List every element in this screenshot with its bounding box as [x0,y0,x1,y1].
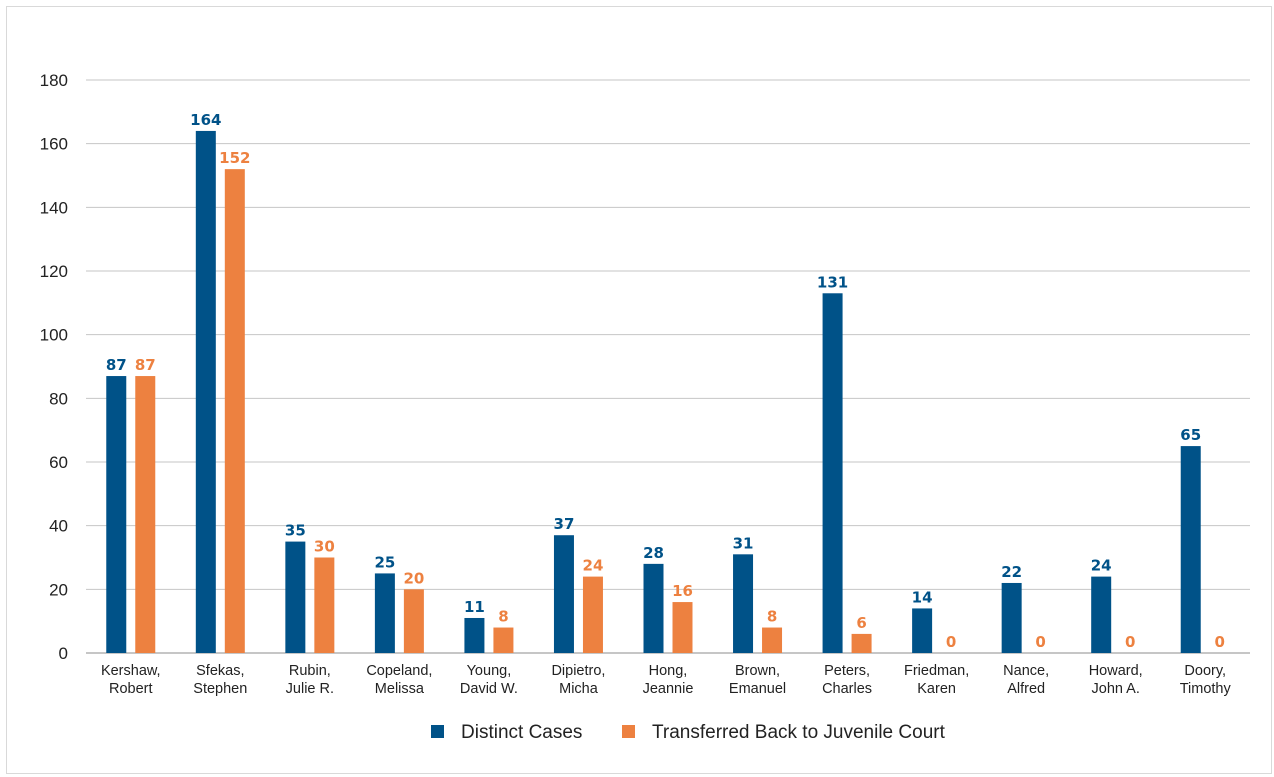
bar-distinct-cases [1001,582,1022,653]
chart-frame: 0 20 40 60 80 100 120 140 160 180 87 164 35 25 11 37 28… [6,6,1272,774]
y-tick-label: 180 [40,71,68,90]
bar-transferred [403,589,424,653]
bar-distinct-cases [374,573,395,653]
legend-swatch [431,725,444,738]
x-category-label: Sfekas, Stephen [193,663,247,697]
x-category-label: Howard, John A. [1089,663,1143,697]
x-category-label: Dipietro, Micha [551,663,605,697]
data-label: 25 [374,553,395,571]
bar-distinct-cases [822,293,843,653]
x-category-label: Young, David W. [460,663,518,697]
x-category-label: Rubin, Julie R. [286,663,334,697]
y-tick-label: 140 [40,198,68,217]
data-label: 24 [583,557,604,575]
data-label: 31 [733,534,754,552]
bar-distinct-cases [643,563,664,653]
bars [106,130,1201,653]
x-axis-categories: Kershaw, Robert Sfekas, Stephen Rubin, Julie … [101,663,1232,697]
y-tick-label: 0 [59,644,68,663]
data-label: 11 [464,598,485,616]
y-tick-label: 100 [40,326,68,345]
data-label: 131 [817,273,848,291]
y-tick-label: 80 [49,389,68,408]
legend-swatch [622,725,635,738]
y-tick-label: 120 [40,262,68,281]
data-label: 6 [856,614,866,632]
bar-transferred [135,376,156,653]
data-label: 8 [498,608,508,626]
data-label: 30 [314,538,335,556]
y-tick-label: 20 [49,580,68,599]
data-labels: 87 164 35 25 11 37 28 31 131 14 22 24 65 87 152 30 20 8 24… [106,111,1225,651]
bar-distinct-cases [912,608,933,653]
data-label: 22 [1001,563,1022,581]
x-category-label: Nance, Alfred [1003,663,1049,697]
x-category-label: Doory, Timothy [1180,663,1232,697]
data-label: 16 [672,582,693,600]
bar-distinct-cases [285,541,306,653]
data-label: 0 [1125,633,1135,651]
legend: Distinct Cases Transferred Back to Juveni… [431,722,946,743]
data-label: 65 [1180,426,1201,444]
data-label: 35 [285,522,306,540]
data-label: 164 [190,111,221,129]
y-tick-label: 160 [40,135,68,154]
gridlines [86,79,1250,654]
bar-transferred [762,627,783,653]
data-label: 14 [912,588,933,606]
x-category-label: Friedman, Karen [904,663,969,697]
bar-distinct-cases [553,535,574,653]
bar-distinct-cases [106,376,127,653]
data-label: 37 [554,515,575,533]
data-label: 28 [643,544,664,562]
data-label: 0 [1215,633,1225,651]
data-label: 87 [135,356,156,374]
bar-distinct-cases [464,617,485,653]
y-tick-label: 40 [49,517,68,536]
x-category-label: Kershaw, Robert [101,663,161,697]
data-label: 152 [219,149,250,167]
bar-distinct-cases [195,130,216,653]
x-category-label: Copeland, Melissa [366,663,432,697]
bar-transferred [851,633,872,653]
x-category-label: Hong, Jeannie [643,663,694,697]
legend-transferred: Transferred Back to Juvenile Court [652,722,946,743]
data-label: 87 [106,356,127,374]
bar-distinct-cases [733,554,754,653]
data-label: 20 [403,569,424,587]
bar-transferred [314,557,335,653]
x-category-label: Peters, Charles [822,663,872,697]
bar-transferred [582,576,603,653]
bar-transferred [672,602,693,653]
data-label: 8 [767,608,777,626]
bar-distinct-cases [1091,576,1112,653]
y-tick-label: 60 [49,453,68,472]
bar-distinct-cases [1180,446,1201,653]
data-label: 0 [946,633,956,651]
data-label: 24 [1091,557,1112,575]
x-category-label: Brown, Emanuel [729,663,786,697]
data-label: 0 [1035,633,1045,651]
bar-transferred [493,627,514,653]
bar-transferred [224,169,245,653]
legend-distinct-cases: Distinct Cases [461,722,582,743]
y-axis-ticks: 0 20 40 60 80 100 120 140 160 180 [40,71,68,663]
